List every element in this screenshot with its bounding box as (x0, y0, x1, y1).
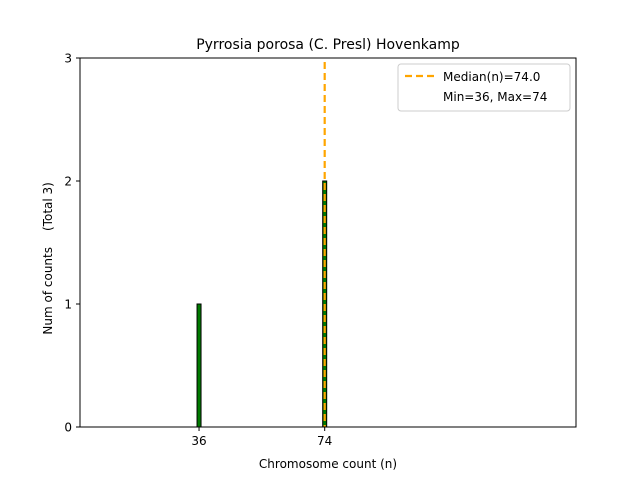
y-tick-label-0: 0 (64, 421, 72, 435)
x-tick-label-36: 36 (191, 434, 206, 448)
legend-median-label: Median(n)=74.0 (443, 70, 540, 84)
bar-36 (196, 303, 202, 428)
x-tick-label-74: 74 (317, 434, 332, 448)
chart-title: Pyrrosia porosa (C. Presl) Hovenkamp (196, 37, 460, 53)
y-tick-label-2: 2 (64, 175, 72, 189)
plot-frame (79, 57, 577, 428)
bars-group (80, 180, 467, 428)
x-axis-label: Chromosome count (n) (259, 457, 397, 471)
legend-range-label: Min=36, Max=74 (443, 90, 547, 104)
x-ticks-group: 36 74 (191, 427, 332, 448)
legend-box (397, 63, 571, 112)
legend: Median(n)=74.0 Min=36, Max=74 (397, 63, 571, 112)
y-tick-label-1: 1 (64, 298, 72, 312)
y-axis-total-label: (Total 3) (41, 182, 55, 231)
y-tick-label-3: 3 (64, 52, 72, 66)
y-axis-label: Num of counts (41, 247, 55, 335)
y-ticks-group: 0 1 2 3 (64, 52, 80, 435)
